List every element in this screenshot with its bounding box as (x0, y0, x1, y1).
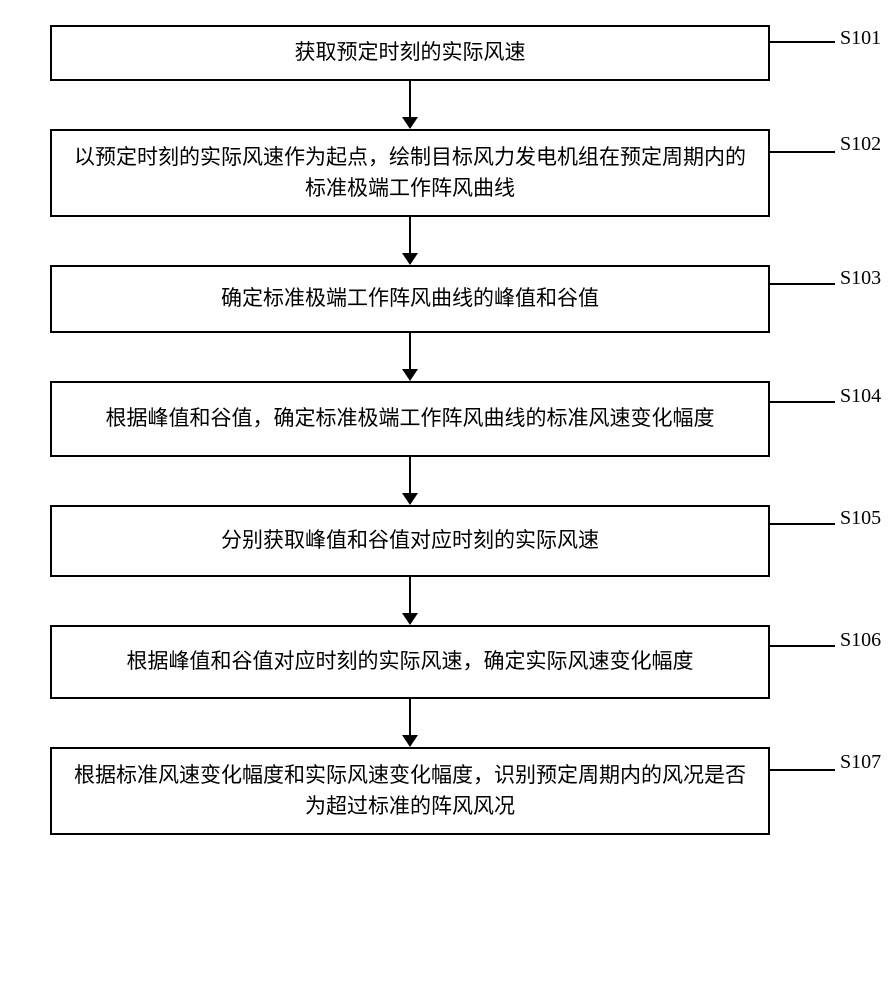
arrow-line (409, 699, 411, 735)
step-container-S101: 获取预定时刻的实际风速S101 (50, 25, 850, 81)
step-box-S106: 根据峰值和谷值对应时刻的实际风速，确定实际风速变化幅度 (50, 625, 770, 699)
connector-line (770, 283, 835, 285)
step-label-S106: S106 (840, 629, 881, 652)
step-text: 确定标准极端工作阵风曲线的峰值和谷值 (221, 283, 599, 315)
arrow-head-icon (402, 369, 418, 381)
step-box-S102: 以预定时刻的实际风速作为起点，绘制目标风力发电机组在预定周期内的标准极端工作阵风… (50, 129, 770, 217)
step-container-S104: 根据峰值和谷值，确定标准极端工作阵风曲线的标准风速变化幅度S104 (50, 381, 850, 457)
step-box-S105: 分别获取峰值和谷值对应时刻的实际风速 (50, 505, 770, 577)
step-label-S104: S104 (840, 385, 881, 408)
arrow-line (409, 577, 411, 613)
arrow-line (409, 457, 411, 493)
connector-line (770, 645, 835, 647)
arrow-head-icon (402, 493, 418, 505)
step-label-S102: S102 (840, 133, 881, 156)
step-text: 根据峰值和谷值对应时刻的实际风速，确定实际风速变化幅度 (127, 646, 694, 678)
connector-line (770, 401, 835, 403)
step-label-S103: S103 (840, 267, 881, 290)
flowchart-container: 获取预定时刻的实际风速S101 以预定时刻的实际风速作为起点，绘制目标风力发电机组… (50, 25, 850, 835)
step-text: 以预定时刻的实际风速作为起点，绘制目标风力发电机组在预定周期内的标准极端工作阵风… (72, 142, 748, 205)
step-text: 分别获取峰值和谷值对应时刻的实际风速 (221, 525, 599, 557)
connector-line (770, 769, 835, 771)
arrow-head-icon (402, 735, 418, 747)
step-container-S106: 根据峰值和谷值对应时刻的实际风速，确定实际风速变化幅度S106 (50, 625, 850, 699)
arrow-line (409, 333, 411, 369)
step-box-S107: 根据标准风速变化幅度和实际风速变化幅度，识别预定周期内的风况是否为超过标准的阵风… (50, 747, 770, 835)
arrow-connector (50, 699, 770, 747)
arrow-connector (50, 577, 770, 625)
connector-line (770, 41, 835, 43)
arrow-head-icon (402, 117, 418, 129)
step-label-S107: S107 (840, 751, 881, 774)
arrow-head-icon (402, 613, 418, 625)
connector-line (770, 151, 835, 153)
step-text: 根据标准风速变化幅度和实际风速变化幅度，识别预定周期内的风况是否为超过标准的阵风… (72, 760, 748, 823)
arrow-line (409, 81, 411, 117)
step-box-S104: 根据峰值和谷值，确定标准极端工作阵风曲线的标准风速变化幅度 (50, 381, 770, 457)
arrow-connector (50, 81, 770, 129)
arrow-connector (50, 457, 770, 505)
connector-line (770, 523, 835, 525)
step-container-S103: 确定标准极端工作阵风曲线的峰值和谷值S103 (50, 265, 850, 333)
step-box-S101: 获取预定时刻的实际风速 (50, 25, 770, 81)
step-box-S103: 确定标准极端工作阵风曲线的峰值和谷值 (50, 265, 770, 333)
arrow-connector (50, 333, 770, 381)
step-container-S107: 根据标准风速变化幅度和实际风速变化幅度，识别预定周期内的风况是否为超过标准的阵风… (50, 747, 850, 835)
arrow-line (409, 217, 411, 253)
arrow-connector (50, 217, 770, 265)
step-text: 获取预定时刻的实际风速 (295, 37, 526, 69)
step-container-S105: 分别获取峰值和谷值对应时刻的实际风速S105 (50, 505, 850, 577)
step-container-S102: 以预定时刻的实际风速作为起点，绘制目标风力发电机组在预定周期内的标准极端工作阵风… (50, 129, 850, 217)
step-label-S101: S101 (840, 27, 881, 50)
arrow-head-icon (402, 253, 418, 265)
step-text: 根据峰值和谷值，确定标准极端工作阵风曲线的标准风速变化幅度 (106, 403, 715, 435)
step-label-S105: S105 (840, 507, 881, 530)
